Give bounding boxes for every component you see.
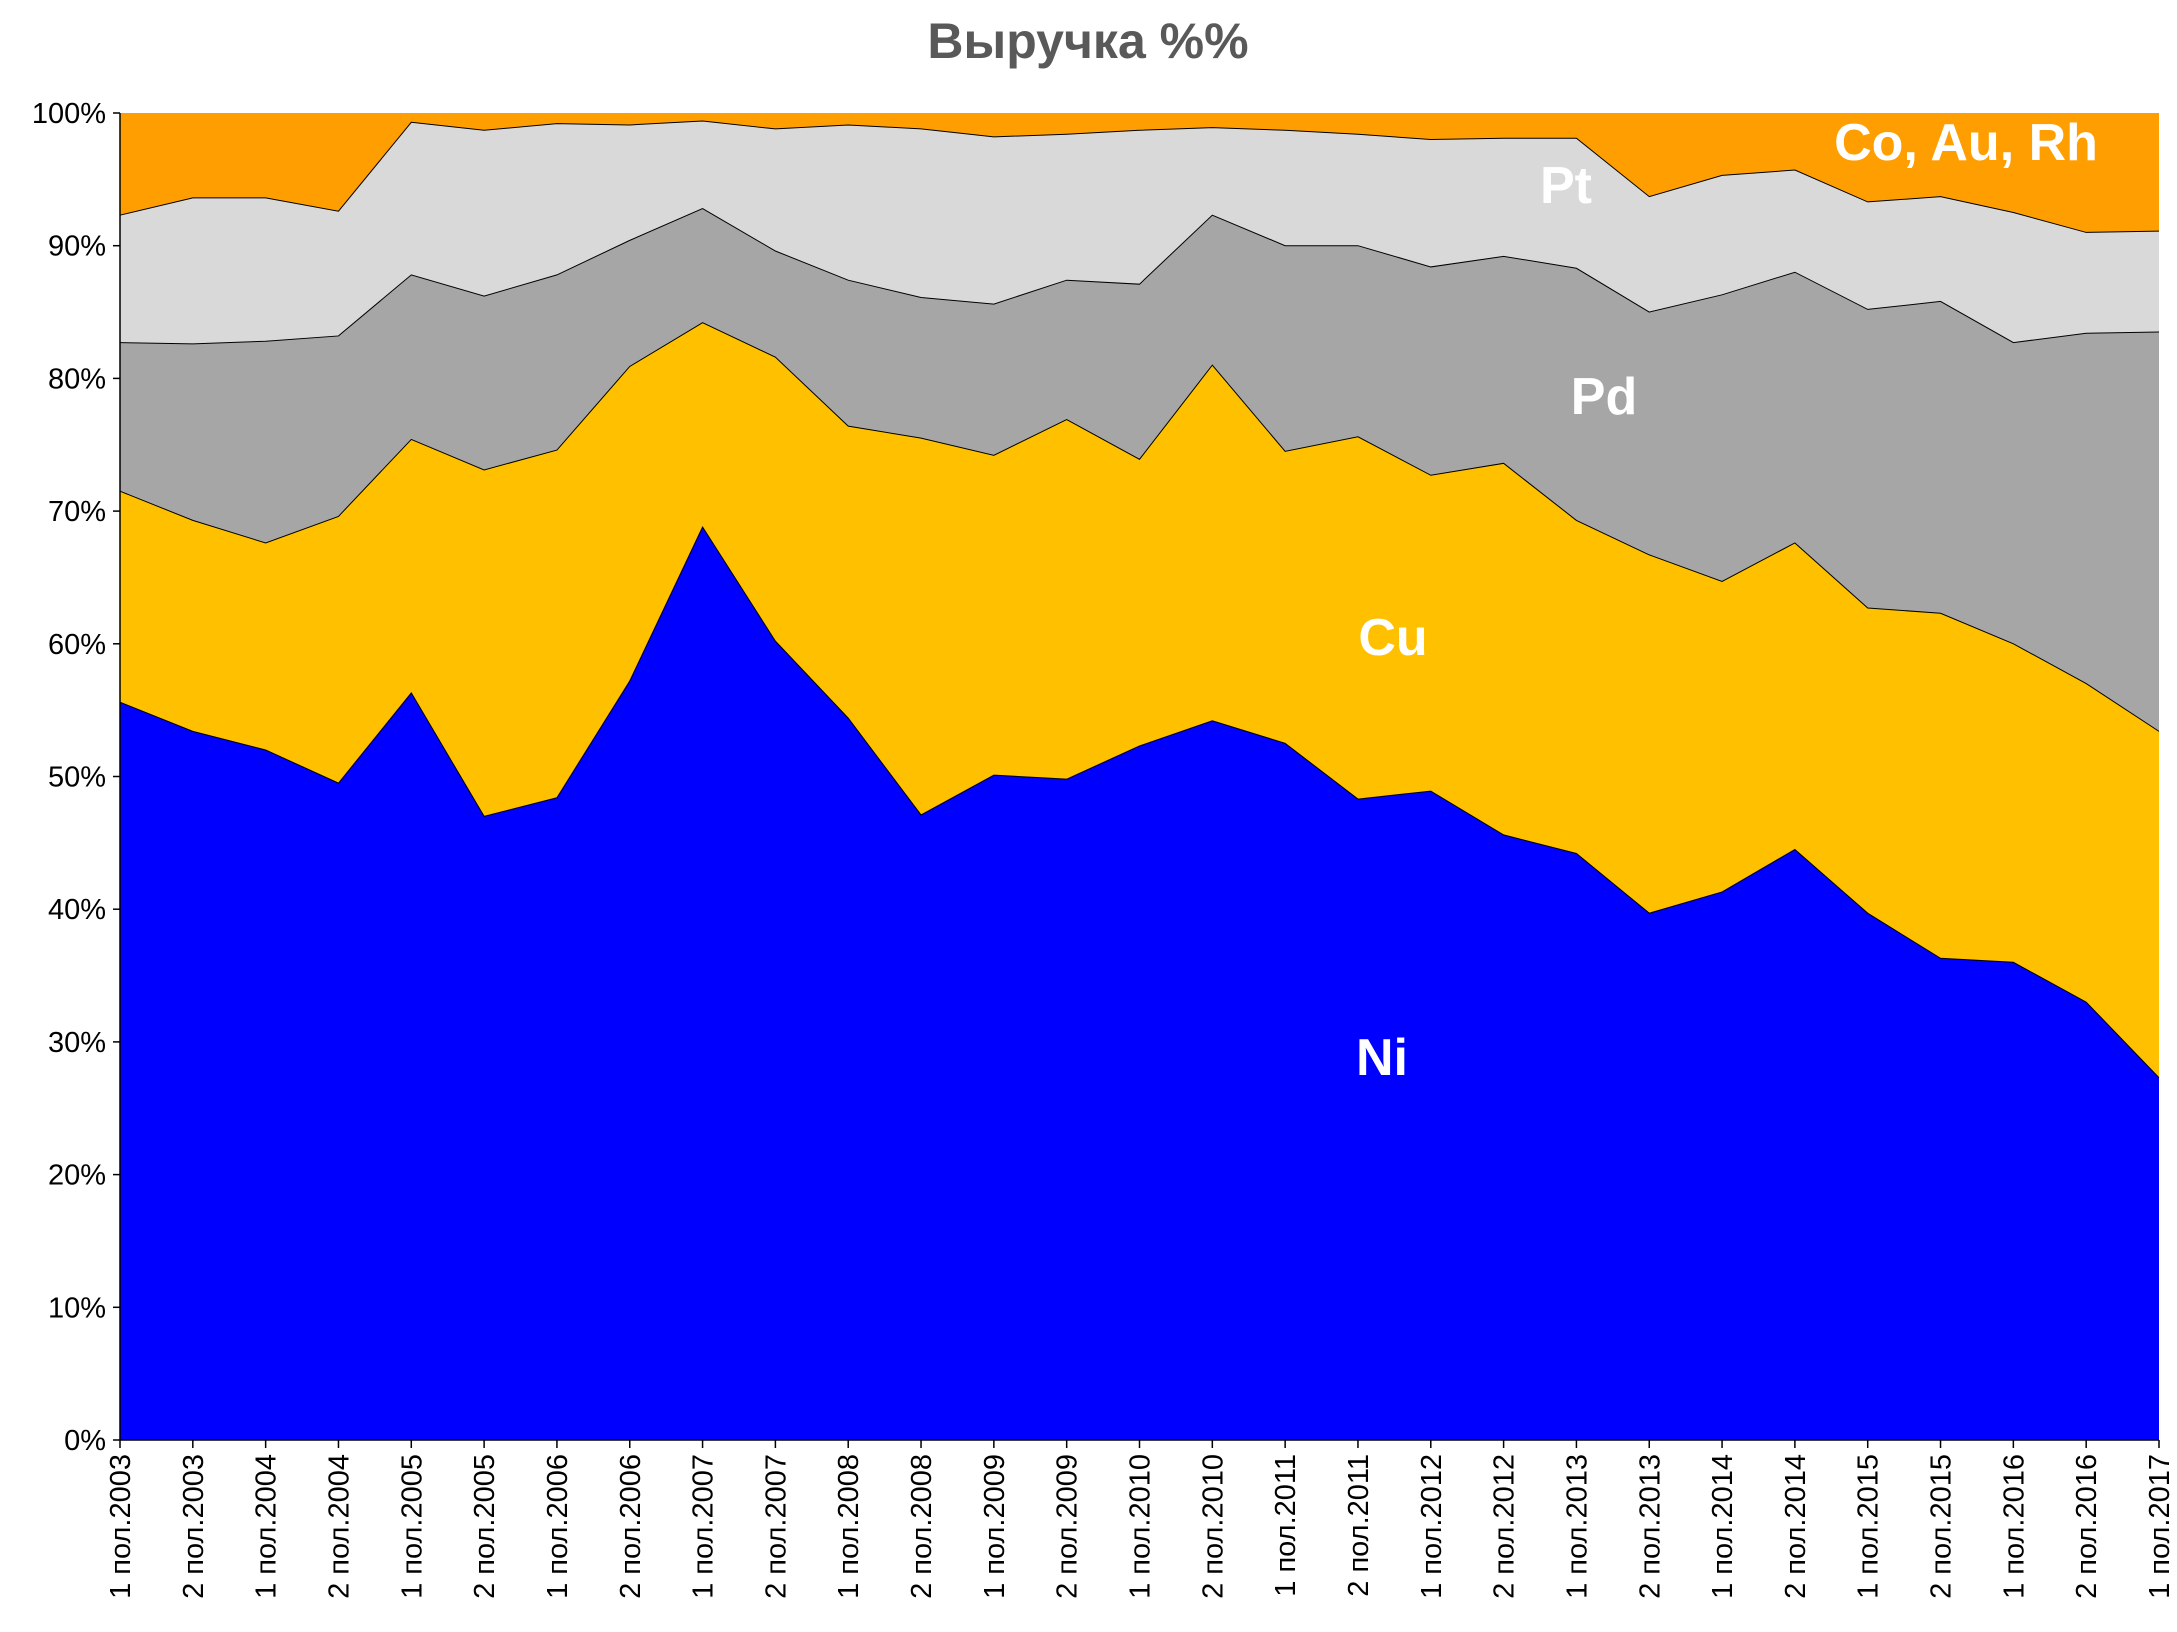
chart-title: Выручка %% — [927, 13, 1248, 69]
y-tick-label: 80% — [48, 363, 106, 395]
y-tick-label: 0% — [64, 1425, 106, 1457]
area-layers — [119, 113, 2160, 1440]
y-tick-labels: 0% 10% 20% 30% 40% 50% 60% 70% 80% 90% 100% — [32, 98, 120, 1457]
x-tick-label: 1 пол.2016 — [1998, 1454, 2030, 1599]
x-tick-label: 2 пол.2011 — [1343, 1454, 1375, 1597]
x-tick-label: 2 пол.2003 — [178, 1454, 210, 1599]
x-tick-label: 1 пол.2014 — [1707, 1454, 1739, 1599]
y-tick-label: 40% — [48, 894, 106, 926]
x-tick-label: 1 пол.2003 — [105, 1454, 137, 1599]
x-tick-label: 1 пол.2010 — [1125, 1454, 1157, 1599]
series-label-co-au-rh: Co, Au, Rh — [1834, 114, 2098, 172]
x-tick-label: 2 пол.2014 — [1780, 1454, 1812, 1599]
boundary-line-cu — [119, 322, 2160, 732]
area-ni — [120, 527, 2159, 1440]
y-tick-label: 60% — [48, 629, 106, 661]
x-tick-label: 2 пол.2005 — [469, 1454, 501, 1599]
series-labels: Ni Cu Pd Pt Co, Au, Rh — [1356, 114, 2098, 1087]
boundary-line-pt — [119, 120, 2160, 233]
x-tick-label: 2 пол.2009 — [1052, 1454, 1084, 1599]
x-tick-label: 1 пол.2017 — [2144, 1454, 2176, 1599]
boundary-line-ni — [119, 525, 2160, 1079]
x-tick-labels: 1 пол.2003 2 пол.2003 1 пол.2004 2 пол.2004… — [105, 1440, 2176, 1599]
x-tick-label: 2 пол.2007 — [760, 1454, 792, 1599]
x-tick-label: 1 пол.2005 — [396, 1454, 428, 1599]
x-tick-label: 1 пол.2012 — [1416, 1454, 1448, 1599]
area-co-au-rh — [120, 113, 2159, 233]
x-tick-label: 2 пол.2004 — [323, 1454, 355, 1599]
x-tick-label: 2 пол.2012 — [1489, 1454, 1521, 1599]
y-tick-label: 90% — [48, 231, 106, 263]
x-tick-label: 2 пол.2015 — [1926, 1454, 1958, 1599]
x-tick-label: 2 пол.2013 — [1634, 1454, 1666, 1599]
series-label-cu: Cu — [1358, 609, 1427, 667]
y-tick-label: 100% — [32, 98, 106, 130]
x-tick-label: 1 пол.2013 — [1561, 1454, 1593, 1599]
x-tick-label: 1 пол.2009 — [979, 1454, 1011, 1599]
x-tick-label: 1 пол.2004 — [251, 1454, 283, 1599]
series-label-ni: Ni — [1356, 1029, 1408, 1087]
x-tick-label: 1 пол.2008 — [833, 1454, 865, 1599]
x-tick-label: 1 пол.2007 — [688, 1454, 720, 1599]
series-label-pd: Pd — [1571, 368, 1637, 426]
x-tick-label: 1 пол.2006 — [542, 1454, 574, 1599]
y-tick-label: 10% — [48, 1292, 106, 1324]
x-tick-label: 1 пол.2015 — [1853, 1454, 1885, 1599]
area-cu — [120, 322, 2159, 1078]
area-pt — [120, 120, 2159, 344]
x-tick-label: 2 пол.2008 — [906, 1454, 938, 1599]
x-tick-label: 2 пол.2016 — [2071, 1454, 2103, 1599]
series-label-pt: Pt — [1540, 157, 1592, 215]
x-tick-label: 2 пол.2006 — [615, 1454, 647, 1599]
boundary-line-pd — [119, 207, 2160, 345]
x-tick-label: 2 пол.2010 — [1197, 1454, 1229, 1599]
y-tick-label: 50% — [48, 762, 106, 794]
y-tick-label: 20% — [48, 1160, 106, 1192]
y-tick-label: 30% — [48, 1027, 106, 1059]
area-pd — [120, 208, 2159, 732]
x-tick-label: 1 пол.2011 — [1270, 1454, 1302, 1597]
y-tick-label: 70% — [48, 496, 106, 528]
